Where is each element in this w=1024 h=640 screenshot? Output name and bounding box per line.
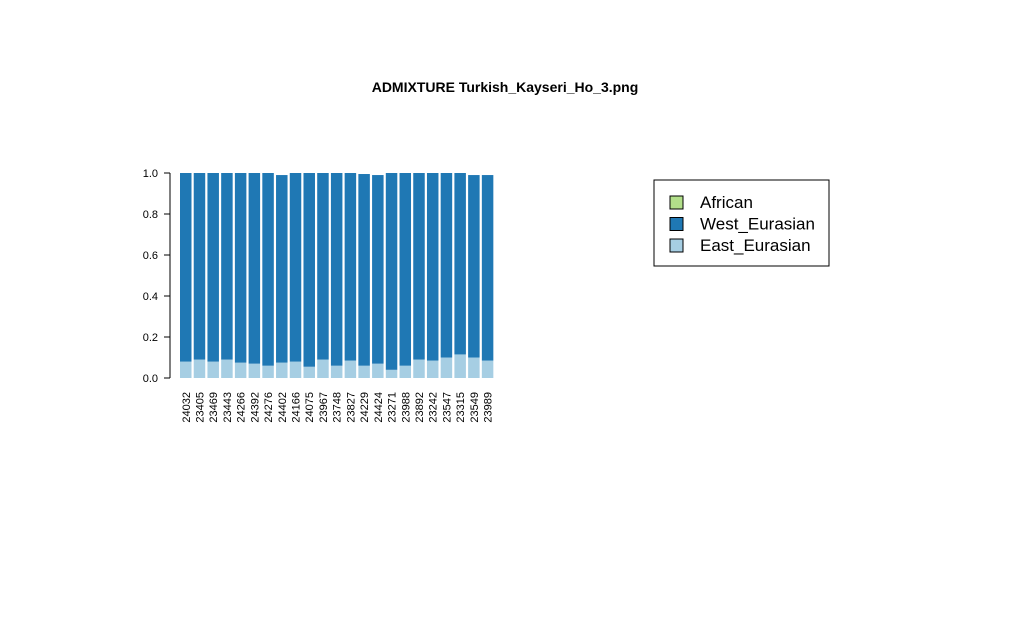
bars — [180, 173, 494, 379]
bar-segment-east-eurasian — [385, 369, 398, 378]
bar-segment-east-eurasian — [303, 366, 315, 378]
bar-segment-west-eurasian — [358, 174, 370, 366]
y-tick-label: 1.0 — [143, 168, 158, 180]
bar-segment-east-eurasian — [289, 361, 302, 378]
x-tick-label: 24402 — [277, 392, 289, 423]
x-tick-label: 24424 — [373, 392, 385, 423]
x-tick-label: 24032 — [181, 392, 193, 423]
bar-segment-east-eurasian — [180, 361, 192, 378]
x-tick-label: 23271 — [387, 392, 399, 423]
x-tick-label: 23748 — [332, 392, 344, 423]
bar-segment-east-eurasian — [262, 365, 274, 378]
legend-swatch — [669, 217, 684, 231]
y-tick-label: 0.0 — [143, 373, 158, 385]
x-tick-label: 23547 — [441, 392, 453, 423]
x-tick-label: 23967 — [318, 392, 330, 423]
y-axis: 0.0 0.2 0.4 0.6 0.8 1.0 — [143, 168, 171, 385]
bar-segment-east-eurasian — [207, 361, 219, 378]
x-tick-label: 24229 — [359, 392, 371, 423]
x-tick-label: 24166 — [291, 392, 303, 423]
x-tick-label: 24075 — [304, 392, 316, 423]
bar-segment-east-eurasian — [276, 362, 288, 379]
bar-segment-west-eurasian — [234, 173, 247, 363]
x-tick-label: 23469 — [208, 392, 220, 423]
bar-segment-east-eurasian — [221, 359, 233, 378]
bar-segment-west-eurasian — [413, 173, 425, 360]
x-tick-label: 23549 — [469, 392, 481, 423]
bar-segment-west-eurasian — [262, 173, 274, 366]
bar-segment-east-eurasian — [330, 365, 343, 378]
x-tick-label: 23988 — [400, 392, 412, 423]
bar-segment-east-eurasian — [426, 360, 439, 378]
x-tick-label: 23405 — [194, 392, 206, 423]
bar-segment-east-eurasian — [193, 359, 206, 378]
legend-label: African — [700, 193, 753, 212]
bar-segment-east-eurasian — [248, 363, 261, 378]
bar-segment-west-eurasian — [289, 173, 302, 362]
bar-segment-west-eurasian — [426, 173, 439, 361]
bar-segment-west-eurasian — [372, 175, 384, 364]
x-axis-labels: 24032 23405 23469 23443 24266 24392 24276 24402… — [181, 392, 495, 423]
x-tick-label: 23315 — [455, 392, 467, 423]
x-tick-label: 23443 — [222, 392, 234, 423]
bar-segment-east-eurasian — [234, 362, 247, 379]
x-tick-label: 23989 — [483, 392, 495, 423]
bar-segment-west-eurasian — [344, 173, 357, 361]
bar-segment-west-eurasian — [303, 173, 315, 367]
bar-segment-west-eurasian — [454, 173, 466, 355]
bar-segment-west-eurasian — [317, 173, 329, 360]
bar-segment-east-eurasian — [440, 357, 453, 378]
x-tick-label: 23827 — [345, 392, 357, 423]
x-tick-label: 24276 — [263, 392, 275, 423]
chart-title: ADMIXTURE Turkish_Kayseri_Ho_3.png — [372, 79, 639, 95]
bar-segment-west-eurasian — [276, 175, 288, 363]
bar-segment-east-eurasian — [413, 359, 425, 378]
x-tick-label: 23892 — [414, 392, 426, 423]
x-tick-label: 24266 — [236, 392, 248, 423]
x-tick-label: 24392 — [249, 392, 261, 423]
bar-segment-east-eurasian — [468, 357, 480, 378]
bar-segment-west-eurasian — [468, 175, 480, 358]
bar-segment-west-eurasian — [481, 175, 494, 361]
bar-segment-west-eurasian — [193, 173, 206, 360]
bar-segment-east-eurasian — [399, 365, 412, 378]
bar-segment-west-eurasian — [248, 173, 261, 364]
y-tick-label: 0.6 — [143, 250, 158, 262]
bar-segment-east-eurasian — [317, 359, 329, 378]
x-tick-label: 23242 — [428, 392, 440, 423]
bar-segment-west-eurasian — [330, 173, 343, 366]
y-tick-label: 0.2 — [143, 332, 158, 344]
legend-label: West_Eurasian — [700, 215, 815, 234]
bar-segment-west-eurasian — [221, 173, 233, 360]
bar-segment-west-eurasian — [180, 173, 192, 362]
bar-segment-west-eurasian — [207, 173, 219, 362]
bar-segment-west-eurasian — [399, 173, 412, 366]
legend-swatch — [669, 195, 684, 210]
bar-segment-west-eurasian — [385, 173, 398, 370]
bar-segment-east-eurasian — [344, 360, 357, 378]
y-tick-label: 0.8 — [143, 209, 158, 221]
bar-segment-east-eurasian — [454, 354, 466, 378]
legend: African West_Eurasian East_Eurasian — [653, 179, 830, 267]
bar-segment-west-eurasian — [440, 173, 453, 358]
bar-segment-east-eurasian — [358, 365, 370, 378]
bar-segment-east-eurasian — [481, 360, 494, 378]
legend-swatch — [669, 238, 684, 253]
legend-label: East_Eurasian — [700, 236, 811, 255]
y-tick-label: 0.4 — [143, 291, 158, 303]
bar-segment-east-eurasian — [372, 363, 384, 378]
